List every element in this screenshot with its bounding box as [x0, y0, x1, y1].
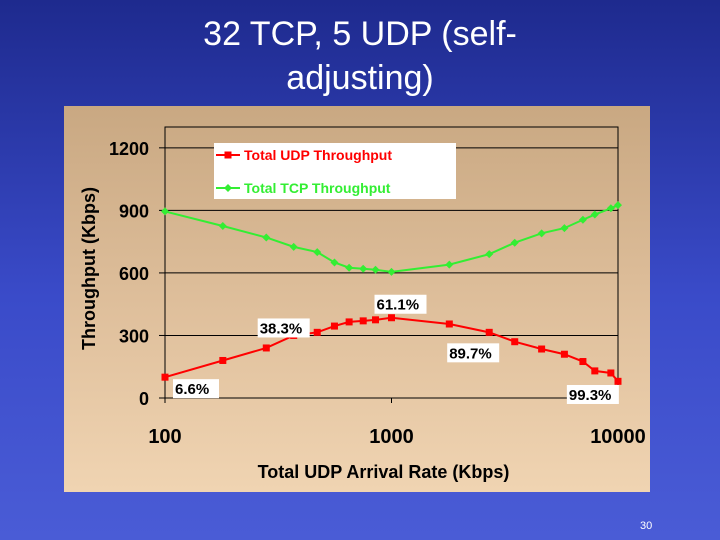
y-tick-label: 900	[119, 201, 149, 221]
slide-title-line-1: 32 TCP, 5 UDP (self-	[203, 15, 517, 53]
percent-annotation: 61.1%	[374, 294, 427, 314]
y-axis-title: Throughput (Kbps)	[79, 187, 99, 350]
tcp-data-point	[445, 260, 454, 269]
y-tick-label: 300	[119, 326, 149, 346]
tcp-series-line	[164, 204, 619, 273]
annotation-box	[257, 318, 310, 338]
throughput-chart: 0 300 600 900 1200 100 1000 10000 Total UDP Thr…	[79, 126, 646, 482]
tcp-data-point	[289, 242, 298, 251]
y-tick-label: 0	[139, 389, 149, 409]
chart-panel: 0 300 600 900 1200 100 1000 10000 Total UDP Thr…	[64, 106, 650, 492]
udp-data-point	[614, 377, 622, 385]
tcp-data-point	[161, 207, 169, 216]
annotation-label: 61.1%	[377, 297, 420, 314]
udp-data-point	[538, 345, 546, 353]
udp-legend-label: Total UDP Throughput	[244, 147, 392, 163]
page-number: 30	[640, 520, 653, 532]
tcp-data-point	[218, 222, 227, 231]
annotation-label: 6.6%	[175, 381, 209, 398]
tcp-data-point	[537, 229, 546, 238]
udp-data-point	[485, 328, 493, 336]
slide-title-line-2: adjusting)	[286, 59, 434, 97]
legend-box	[214, 143, 456, 199]
percent-annotation: 38.3%	[257, 318, 310, 338]
annotation-label: 89.7%	[449, 345, 492, 362]
annotation-label: 38.3%	[260, 320, 303, 337]
udp-data-point	[372, 316, 380, 324]
udp-data-point	[161, 373, 169, 381]
udp-data-point	[579, 358, 587, 366]
tcp-data-point	[510, 238, 519, 247]
tcp-data-point	[345, 263, 354, 272]
percent-annotation: 6.6%	[173, 379, 219, 399]
udp-data-point	[313, 328, 321, 336]
percent-annotation: 89.7%	[447, 343, 500, 363]
udp-data-point	[359, 317, 367, 325]
udp-data-point	[445, 320, 453, 328]
tcp-data-point	[485, 250, 494, 259]
slide-title: 32 TCP, 5 UDP (self- adjusting)	[0, 12, 720, 100]
udp-data-point	[219, 356, 227, 364]
y-tick-label: 600	[119, 264, 149, 284]
annotation-label: 99.3%	[569, 387, 612, 404]
tcp-data-point	[560, 224, 569, 233]
annotations: 6.6% 38.3% 61.1% 89.7% 99.3%	[173, 294, 619, 404]
udp-data-point	[388, 314, 395, 322]
series-layer	[161, 201, 622, 385]
tcp-data-point	[330, 258, 339, 267]
annotation-box	[173, 379, 219, 399]
udp-data-point	[560, 350, 568, 358]
x-tick-label: 100	[148, 426, 181, 448]
udp-data-point	[330, 322, 338, 330]
x-axis-title: Total UDP Arrival Rate (Kbps)	[258, 462, 510, 482]
annotation-box	[447, 343, 500, 363]
tcp-data-point	[606, 204, 615, 213]
udp-data-point	[591, 367, 599, 375]
tcp-data-point	[387, 267, 396, 276]
tcp-data-point	[262, 233, 271, 242]
tcp-data-point	[313, 248, 322, 257]
percent-annotation: 99.3%	[566, 384, 619, 404]
udp-data-point	[607, 369, 615, 377]
tcp-data-point	[614, 201, 622, 210]
udp-data-point	[511, 338, 519, 346]
legend: Total UDP Throughput Total TCP Throughput	[214, 143, 456, 199]
annotation-box	[566, 384, 619, 404]
tcp-data-point	[578, 215, 587, 224]
annotation-box	[374, 294, 427, 314]
tcp-data-point	[590, 210, 599, 219]
udp-legend-marker	[224, 151, 232, 159]
udp-series-line	[164, 316, 619, 382]
x-tick-label: 1000	[369, 426, 414, 448]
tcp-legend-marker	[224, 184, 232, 192]
tcp-data-point	[371, 265, 380, 274]
y-tick-label: 1200	[109, 139, 149, 159]
udp-data-point	[262, 344, 270, 352]
udp-data-point	[345, 318, 353, 326]
tcp-data-point	[359, 264, 368, 273]
x-tick-label: 10000	[590, 426, 646, 448]
tcp-legend-label: Total TCP Throughput	[244, 180, 391, 196]
